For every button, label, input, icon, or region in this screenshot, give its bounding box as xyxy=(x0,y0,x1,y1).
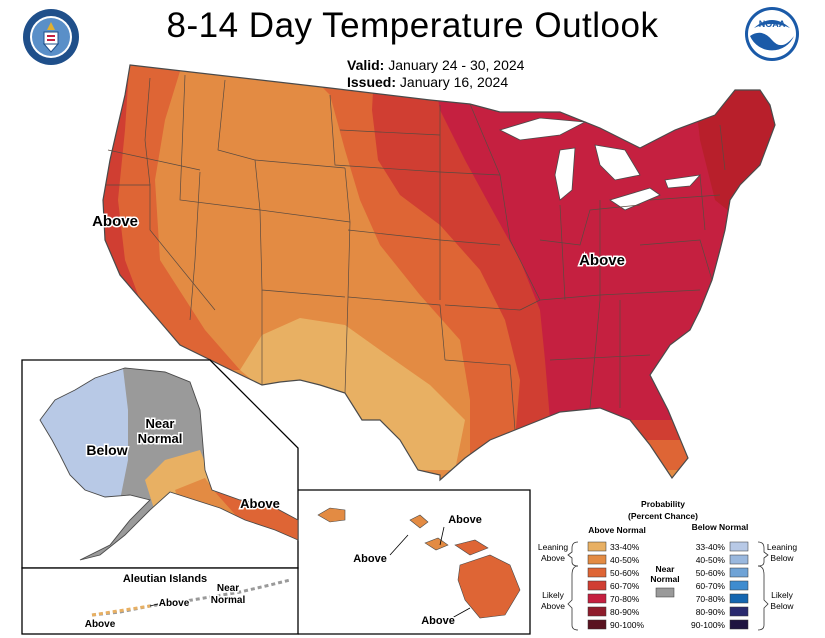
legend-above-swatch-3 xyxy=(587,580,607,591)
legend-below-swatch-4 xyxy=(729,593,749,604)
noaa-logo-icon: NOAA xyxy=(745,7,799,61)
lake-superior xyxy=(498,117,587,141)
label-alaska-above: Above xyxy=(240,496,280,511)
label-hawaii-above-south: Above xyxy=(421,615,455,627)
label-aleutian-near: Near xyxy=(217,583,239,594)
legend-below-rows: 33-40% 40-50% 50-60% 60-70% 70-80% 80-90% 90-1… xyxy=(691,541,749,630)
alaska-inset: Below Near Normal Above xyxy=(21,359,299,569)
legend-near-normal-swatch xyxy=(655,587,675,598)
label-alaska-normal: Normal xyxy=(138,431,183,446)
legend-below-swatch-1 xyxy=(729,554,749,565)
legend-above-rows: 33-40% 40-50% 50-60% 60-70% 70-80% 80-90% 90-1… xyxy=(587,541,644,630)
valid-label: Valid: xyxy=(347,57,385,73)
label-aleutian-above-west: Above xyxy=(85,619,116,630)
legend-above-range-0: 33-40% xyxy=(610,542,640,552)
aleutian-title: Aleutian Islands xyxy=(123,573,207,585)
legend-likely-below-2: Below xyxy=(770,601,794,611)
lake-huron xyxy=(594,144,641,181)
legend-below-range-1: 40-50% xyxy=(696,555,726,565)
legend-likely-above-2: Above xyxy=(541,601,565,611)
legend-below-header: Below Normal xyxy=(692,522,749,532)
legend-above-swatch-6 xyxy=(587,619,607,630)
legend-below-swatch-2 xyxy=(729,567,749,578)
aleutian-inset: Aleutian Islands Above Above Near Normal xyxy=(21,567,299,635)
legend-above-range-5: 80-90% xyxy=(610,607,640,617)
legend-below-range-4: 70-80% xyxy=(696,594,726,604)
legend-above-swatch-5 xyxy=(587,606,607,617)
legend-below-swatch-0 xyxy=(729,541,749,552)
lake-michigan xyxy=(554,147,576,201)
lake-ontario xyxy=(664,174,702,189)
legend-above-swatch-0 xyxy=(587,541,607,552)
label-alaska-below: Below xyxy=(86,442,127,458)
conus-southwest-band-33-40 xyxy=(240,318,465,470)
legend-above-swatch-1 xyxy=(587,554,607,565)
legend-likely-above-1: Likely xyxy=(542,590,564,600)
legend-likely-below-1: Likely xyxy=(771,590,793,600)
maui-island xyxy=(454,539,489,556)
noaa-logo-text: NOAA xyxy=(759,19,786,29)
valid-dates: Valid: January 24 - 30, 2024 xyxy=(347,57,524,73)
legend-normal-label: Normal xyxy=(650,574,679,584)
legend-below-swatch-6 xyxy=(729,619,749,630)
molokai-island xyxy=(424,537,449,551)
legend-below-range-0: 33-40% xyxy=(696,542,726,552)
valid-value: January 24 - 30, 2024 xyxy=(388,57,525,73)
legend-above-range-1: 40-50% xyxy=(610,555,640,565)
doc-seal-icon xyxy=(23,9,79,65)
legend-above-range-6: 90-100% xyxy=(610,620,644,630)
page-title: 8-14 Day Temperature Outlook xyxy=(166,6,659,45)
big-island xyxy=(457,554,521,619)
issued-date: Issued: January 16, 2024 xyxy=(347,74,508,90)
state-boundaries xyxy=(105,74,726,431)
label-alaska-near: Near xyxy=(146,416,175,431)
label-west-above: Above xyxy=(92,213,138,230)
probability-legend: Probability (Percent Chance) Above Norma… xyxy=(538,499,798,631)
legend-above-range-2: 50-60% xyxy=(610,568,640,578)
legend-above-swatch-4 xyxy=(587,593,607,604)
issued-value: January 16, 2024 xyxy=(399,74,509,90)
label-aleutian-normal: Normal xyxy=(211,595,246,606)
legend-below-range-2: 50-60% xyxy=(696,568,726,578)
legend-below-range-6: 90-100% xyxy=(691,620,725,630)
kauai-island xyxy=(317,507,346,523)
hawaii-inset: Above Above Above xyxy=(298,489,531,635)
legend-near-label: Near xyxy=(656,564,676,574)
issued-label: Issued: xyxy=(347,74,397,90)
label-aleutian-above-central: Above xyxy=(159,598,190,609)
oahu-island xyxy=(409,514,429,529)
legend-subtitle: (Percent Chance) xyxy=(628,511,698,521)
label-east-above: Above xyxy=(579,252,625,269)
legend-leaning-below-2: Below xyxy=(770,553,794,563)
legend-below-range-5: 80-90% xyxy=(696,607,726,617)
legend-below-swatch-3 xyxy=(729,580,749,591)
legend-above-range-3: 60-70% xyxy=(610,581,640,591)
legend-title: Probability xyxy=(641,499,685,509)
legend-leaning-above-2: Above xyxy=(541,553,565,563)
legend-above-header: Above Normal xyxy=(588,525,646,535)
legend-above-swatch-2 xyxy=(587,567,607,578)
legend-above-range-4: 70-80% xyxy=(610,594,640,604)
legend-below-range-3: 60-70% xyxy=(696,581,726,591)
label-hawaii-above-north: Above xyxy=(448,514,482,526)
label-hawaii-above-west: Above xyxy=(353,553,387,565)
legend-leaning-below-1: Leaning xyxy=(767,542,798,552)
legend-below-swatch-5 xyxy=(729,606,749,617)
legend-leaning-above-1: Leaning xyxy=(538,542,569,552)
